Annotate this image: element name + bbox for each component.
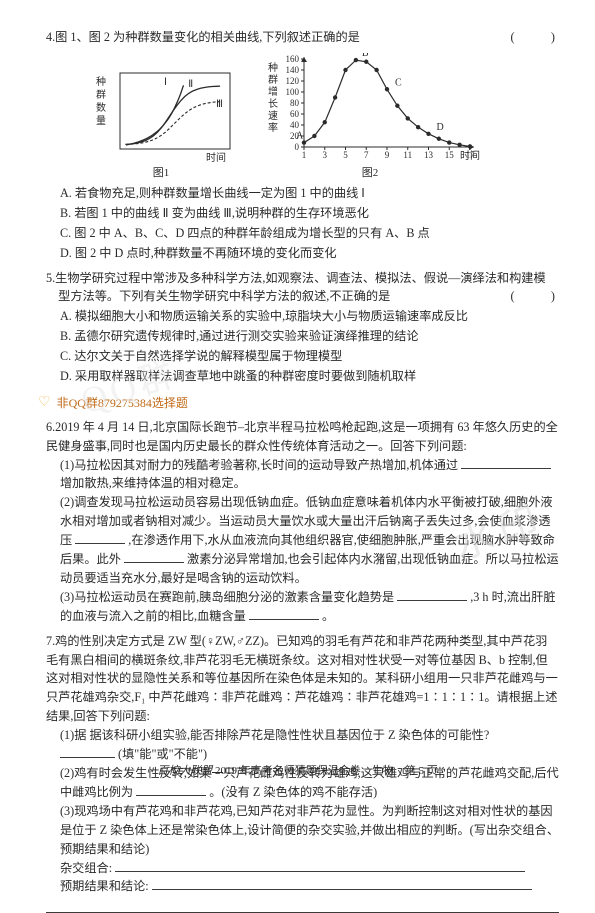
q6-3: (3)马拉松运动员在赛跑前,胰岛细胞分泌的激素含量变化趋势是 ,3 h 时,流出…	[60, 588, 559, 626]
question-4: 4.图 1、图 2 为种群数量变化的相关曲线,下列叙述正确的是 ( ) 种群数量…	[46, 28, 559, 263]
q7-blank-1[interactable]	[60, 746, 115, 759]
q7-3: (3)现鸡场中有芦花鸡和非芦花鸡,已知芦花对非芦花为显性。为判断控制这对相对性状…	[60, 802, 559, 859]
svg-text:Ⅲ: Ⅲ	[216, 99, 223, 110]
heart-icon: ♡	[38, 392, 51, 414]
svg-text:群: 群	[96, 88, 106, 101]
exam-page: QQ群 4.图 1、图 2 为种群数量变化的相关曲线,下列叙述正确的是 ( ) …	[0, 0, 595, 794]
q5-options: A. 模拟细胞大小和物质运输关系的实验中,琼脂块大小与物质运输速率成反比 B. …	[60, 307, 559, 386]
q7-2b: 。(没有 Z 染色体的鸡不能存活)	[209, 785, 377, 799]
q6-blank-3[interactable]	[124, 550, 184, 563]
svg-text:种: 种	[96, 75, 106, 88]
q7-1b: (填"能"或"不能")	[118, 747, 207, 761]
svg-text:Ⅰ: Ⅰ	[164, 77, 167, 88]
q7-result: 预期结果和结论:	[60, 877, 559, 896]
svg-text:Ⅱ: Ⅱ	[188, 79, 193, 90]
q5-stem-2-text: 型方法等。下列有关生物学研究中科学方法的叙述,不正确的是	[46, 289, 390, 303]
q5-stem-1: 5.生物学研究过程中常涉及多种科学方法,如观察法、调查法、模拟法、假说—演绎法和…	[46, 269, 559, 288]
svg-text:120: 120	[286, 76, 300, 86]
footer-text: 2019 年高考名师猜题保温金卷 生物 第 5 页	[215, 765, 438, 777]
chart1-svg: 种群数量时间 Ⅰ Ⅱ Ⅲ	[86, 67, 236, 163]
q7-1: (1)据 据该科研小组实验,能否排除芦花是隐性性状且基因位于 Z 染色体的可能性…	[60, 726, 559, 764]
svg-text:长: 长	[268, 98, 278, 110]
q4-stem: 4.图 1、图 2 为种群数量变化的相关曲线,下列叙述正确的是 ( )	[46, 28, 559, 47]
svg-text:时间: 时间	[206, 151, 226, 163]
q7-stem: 7.鸡的性别决定方式是 ZW 型(♀ZW,♂ZZ)。已知鸡的羽毛有芦花和非芦花两…	[46, 632, 559, 727]
svg-text:增: 增	[268, 85, 278, 98]
page-footer: 百校大联盟 2019 年高考名师猜题保温金卷 生物 第 5 页	[0, 763, 595, 780]
svg-text:160: 160	[286, 54, 300, 64]
q6-2: (2)调查发现马拉松运动员容易出现低钠血症。低钠血症意味着机体内水平衡被打破,细…	[60, 493, 559, 588]
chart2-box: 0204060801001201401601357911131517种群增长速率…	[260, 53, 480, 182]
q6-blank-1[interactable]	[461, 456, 551, 469]
question-5: 5.生物学研究过程中常涉及多种科学方法,如观察法、调查法、模拟法、假说—演绎法和…	[46, 269, 559, 386]
q6-blank-2[interactable]	[75, 532, 125, 545]
svg-text:80: 80	[290, 98, 300, 108]
svg-text:140: 140	[286, 65, 300, 75]
q4-charts: 种群数量时间ⅠⅡⅢ 图1 020406080100120140160135791…	[86, 53, 559, 182]
svg-text:率: 率	[268, 121, 278, 134]
svg-text:1: 1	[302, 150, 307, 160]
q7-blank-cross[interactable]	[115, 859, 525, 872]
chart2-svg: 0204060801001201401601357911131517种群增长速率…	[260, 53, 480, 163]
svg-text:3: 3	[323, 150, 328, 160]
footer-brand: 百校大联盟	[157, 765, 212, 777]
svg-text:7: 7	[364, 150, 369, 160]
q5-opt-b: B. 孟德尔研究遗传规律时,通过进行测交实验来验证演绎推理的结论	[60, 327, 559, 346]
q7-result-label: 预期结果和结论:	[60, 879, 149, 893]
chart1-box: 种群数量时间 Ⅰ Ⅱ Ⅲ 图1	[86, 67, 236, 182]
q6-1: (1)马拉松因其对耐力的残酷考验著称,长时间的运动导致产热增加,机体通过 增加散…	[60, 456, 559, 494]
question-6: 6.2019 年 4 月 14 日,北京国际长跑节–北京半程马拉松鸣枪起跑,这是…	[46, 418, 559, 626]
svg-text:数: 数	[96, 101, 106, 114]
q7-blank-result-2[interactable]	[46, 898, 559, 913]
q6-3c: 。	[322, 609, 334, 623]
svg-text:0: 0	[295, 142, 300, 152]
q6-stem: 6.2019 年 4 月 14 日,北京国际长跑节–北京半程马拉松鸣枪起跑,这是…	[46, 418, 559, 456]
chart2-caption: 图2	[362, 165, 379, 182]
q7-1a: (1)据 据该科研小组实验,能否排除芦花是隐性性状且基因位于 Z 染色体的可能性…	[60, 728, 489, 742]
q7-blank-result-1[interactable]	[152, 878, 532, 891]
svg-text:5: 5	[343, 150, 348, 160]
svg-text:D: D	[437, 122, 444, 133]
q6-blank-5[interactable]	[249, 607, 319, 620]
q7-blank-2[interactable]	[136, 783, 206, 796]
q5-answer-blank: ( )	[511, 287, 560, 306]
q7-3: (3)现鸡场中有芦花鸡和非芦花鸡,已知芦花对非芦花为显性。为判断控制这对相对性状…	[60, 804, 559, 856]
section-banner: ♡ 非QQ群879275384选择题	[38, 392, 559, 414]
q7-cross: 杂交组合:	[60, 859, 559, 878]
svg-text:C: C	[395, 77, 402, 88]
q4-stem-text: 4.图 1、图 2 为种群数量变化的相关曲线,下列叙述正确的是	[46, 30, 360, 44]
q4-opt-c: C. 图 2 中 A、B、C、D 四点的种群年龄组成为增长型的只有 A、B 点	[60, 224, 559, 243]
q4-opt-a: A. 若食物充足,则种群数量增长曲线一定为图 1 中的曲线 Ⅰ	[60, 184, 559, 203]
q6-1a: (1)马拉松因其对耐力的残酷考验著称,长时间的运动导致产热增加,机体通过	[60, 458, 458, 472]
svg-text:A: A	[296, 131, 304, 142]
svg-text:60: 60	[290, 109, 300, 119]
svg-text:群: 群	[268, 73, 278, 86]
q4-options: A. 若食物充足,则种群数量增长曲线一定为图 1 中的曲线 Ⅰ B. 若图 1 …	[60, 184, 559, 263]
svg-text:13: 13	[424, 150, 434, 160]
svg-text:时间: 时间	[460, 149, 480, 162]
chart1-caption: 图1	[153, 165, 170, 182]
q6-3a: (3)马拉松运动员在赛跑前,胰岛细胞分泌的激素含量变化趋势是	[60, 590, 394, 604]
banner-text: 非QQ群879275384选择题	[57, 394, 188, 413]
q5-opt-a: A. 模拟细胞大小和物质运输关系的实验中,琼脂块大小与物质运输速率成反比	[60, 307, 559, 326]
svg-text:种: 种	[268, 61, 278, 74]
q5-stem-2: 型方法等。下列有关生物学研究中科学方法的叙述,不正确的是 ( )	[46, 287, 559, 306]
svg-text:B: B	[362, 53, 369, 59]
q4-answer-blank: ( )	[511, 28, 560, 47]
svg-text:11: 11	[403, 150, 412, 160]
q6-1b: 增加散热,来维持体温的相对稳定。	[60, 476, 246, 490]
q5-opt-d: D. 采用取样器取样法调查草地中跳蚤的种群密度时要做到随机取样	[60, 367, 559, 386]
svg-text:100: 100	[286, 87, 300, 97]
q4-opt-d: D. 图 2 中 D 点时,种群数量不再随环境的变化而变化	[60, 244, 559, 263]
svg-text:9: 9	[385, 150, 390, 160]
svg-text:15: 15	[445, 150, 455, 160]
svg-text:速: 速	[268, 110, 278, 122]
q5-opt-c: C. 达尔文关于自然选择学说的解释模型属于物理模型	[60, 347, 559, 366]
svg-text:量: 量	[96, 115, 106, 127]
q4-opt-b: B. 若图 1 中的曲线 Ⅱ 变为曲线 Ⅲ,说明种群的生存环境恶化	[60, 204, 559, 223]
q7-cross-label: 杂交组合:	[60, 861, 112, 875]
q6-blank-4[interactable]	[397, 588, 467, 601]
svg-text:40: 40	[290, 120, 300, 130]
